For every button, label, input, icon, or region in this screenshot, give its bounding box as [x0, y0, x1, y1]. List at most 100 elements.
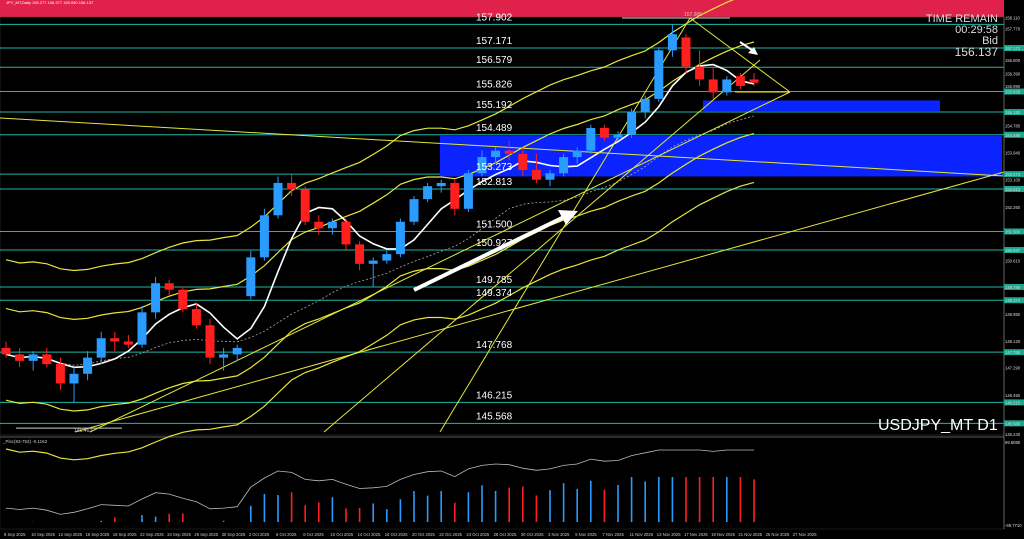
axis-tick-label: 149.374 [1005, 298, 1021, 303]
date-label: 18 Sep 2025 [113, 532, 137, 537]
date-label: 17 Nov 2025 [684, 532, 708, 537]
candle-body [654, 50, 664, 99]
level-label: 145.568 [476, 411, 513, 422]
candle-body [287, 182, 297, 190]
date-label: 13 Nov 2025 [657, 532, 681, 537]
axis-tick-label: 147.768 [1005, 350, 1021, 355]
high-marker-label: 157.906 [684, 12, 702, 18]
candle-body [1, 347, 11, 355]
candle-body [627, 111, 637, 135]
oscillator-subwindow: _Pisc(83-753) -0.1162 99.8085 -99.7710 [2, 439, 1022, 528]
level-label: 155.826 [476, 80, 513, 91]
candle-body [423, 186, 433, 200]
down-arrow-shaft [739, 41, 753, 51]
axis-level-tag [1004, 228, 1024, 235]
level-label: 155.192 [476, 100, 513, 111]
trend-line [439, 17, 691, 433]
subwindow-frame [0, 436, 1005, 530]
candle-body [259, 215, 269, 258]
axis-tick-label: 157.171 [1005, 46, 1021, 51]
axis-tick-label: 153.273 [1005, 172, 1021, 177]
axis-tick-label: 150.927 [1005, 248, 1021, 253]
date-label: 21 Nov 2025 [738, 532, 762, 537]
axis-tick-label: 147.290 [1005, 366, 1021, 371]
date-label: 16 Sep 2025 [86, 532, 110, 537]
candle-body [735, 76, 745, 86]
date-label: 24 Sep 2025 [167, 532, 191, 537]
candle-body [531, 170, 541, 180]
symbol-label: USDJPY_MT D1 [878, 417, 998, 434]
indicator-bands [5, 0, 755, 461]
candle-body [477, 157, 487, 174]
candle-body [137, 312, 147, 345]
date-label: 12 Sep 2025 [58, 532, 82, 537]
date-label: 8 Sep 2025 [4, 532, 26, 537]
date-label: 16 Oct 2025 [385, 532, 408, 537]
candle-body [28, 354, 38, 361]
axis-tick-label: 157.770 [1005, 27, 1021, 32]
supply-demand-zones [440, 100, 1002, 177]
axis-tick-label: 146.450 [1005, 393, 1021, 398]
lower-zone [440, 136, 1002, 177]
date-label: 10 Sep 2025 [31, 532, 55, 537]
axis-tick-label: 153.940 [1005, 151, 1021, 156]
axis-tick-label: 145.568 [1005, 421, 1021, 426]
level-label: 157.902 [476, 12, 513, 23]
candle-body [314, 221, 324, 229]
candle-body [219, 354, 229, 358]
axis-tick-label: 149.785 [1005, 285, 1021, 290]
axis-tick-label: 153.100 [1005, 178, 1021, 183]
candle-body [382, 254, 392, 261]
candle-body [395, 221, 405, 255]
trend-line [0, 117, 1005, 177]
candle-body [667, 34, 677, 51]
date-label: 28 Oct 2025 [494, 532, 517, 537]
axis-tick-label: 158.110 [1005, 16, 1020, 21]
axis-tick-label: 150.610 [1005, 258, 1021, 263]
candle-body [695, 66, 705, 80]
candle-body [463, 173, 473, 209]
candle-body [273, 182, 283, 216]
band-line [5, 181, 755, 461]
level-label: 147.768 [476, 340, 513, 351]
date-label: 25 Nov 2025 [766, 532, 790, 537]
candle-body [681, 37, 691, 67]
date-label: 7 Nov 2025 [602, 532, 624, 537]
date-label: 27 Nov 2025 [793, 532, 817, 537]
axis-level-tag [1004, 297, 1024, 304]
date-label: 19 Nov 2025 [711, 532, 735, 537]
date-label: 22 Oct 2025 [439, 532, 462, 537]
date-label: 6 Oct 2025 [276, 532, 297, 537]
date-label: 22 Sep 2025 [140, 532, 164, 537]
level-labels: 157.902 157.171 156.579 155.826 155.192 154.4… [16, 12, 730, 434]
uptrend-arrow-head [558, 210, 578, 225]
axis-tick-label: 151.500 [1005, 229, 1021, 234]
subwindow-label: _Pisc(83-753) -0.1162 [2, 439, 48, 444]
candle-body [436, 182, 446, 187]
time-remain-value: 00:29:58 [955, 24, 998, 36]
date-label: 14 Oct 2025 [358, 532, 381, 537]
candle-body [110, 338, 120, 342]
trend-line [74, 171, 1005, 433]
level-label: 152.813 [476, 177, 513, 188]
band-line [5, 41, 755, 321]
title-bar-text: JPY_MT,Daily 156.277 156.377 155.990 156… [6, 0, 94, 5]
date-label: 5 Nov 2025 [575, 532, 597, 537]
candle-body [96, 338, 106, 358]
candle-body [55, 364, 65, 384]
axis-tick-label: 152.260 [1005, 205, 1021, 210]
date-label: 10 Oct 2025 [330, 532, 353, 537]
date-label: 24 Oct 2025 [466, 532, 489, 537]
candlesticks [1, 24, 759, 403]
level-label: 154.489 [476, 123, 513, 134]
axis-tick-label: 155.826 [1005, 90, 1021, 95]
title-bar [0, 0, 1004, 17]
date-label: 30 Oct 2025 [521, 532, 544, 537]
level-label: 157.171 [476, 36, 513, 47]
axis-tick-label: 156.800 [1005, 58, 1021, 63]
upper-zone [703, 100, 940, 112]
candle-body [409, 199, 419, 222]
time-remain-label: TIME REMAIN [925, 13, 998, 25]
axis-level-tag [1004, 88, 1024, 95]
